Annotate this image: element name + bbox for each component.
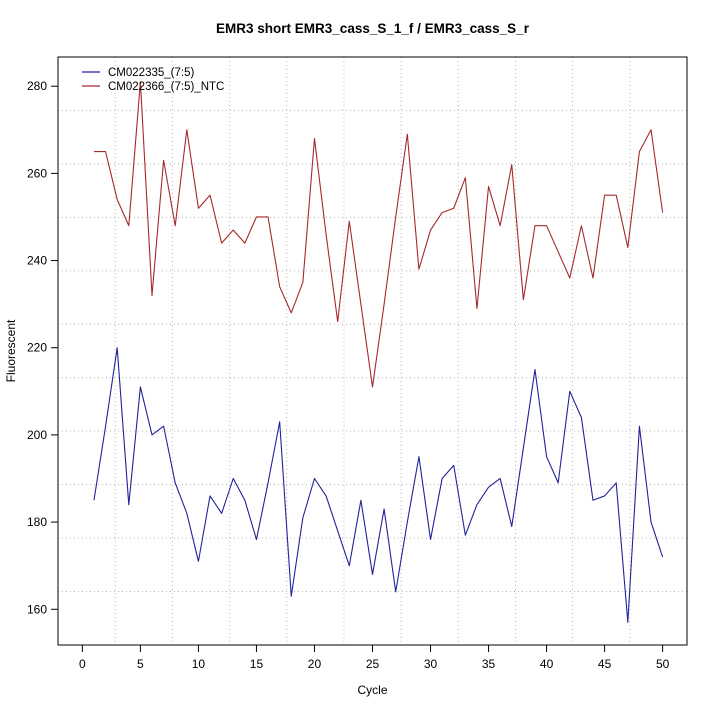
x-tick-labels: 0 5 10 15 20 25 30 35 40 45 50 [79,657,670,671]
y-tick-label: 180 [27,515,47,529]
plot-border [57,56,688,646]
y-axis-label: Fluorescent [4,319,18,382]
data-series [93,81,664,623]
x-tick-label: 15 [250,657,264,671]
x-tick-label: 0 [79,657,86,671]
axis-ticks [51,85,664,652]
x-tick-label: 25 [366,657,380,671]
gridlines [58,57,687,645]
series-line-0 [93,347,664,623]
x-tick-label: 5 [137,657,144,671]
x-tick-label: 50 [656,657,670,671]
x-tick-label: 10 [192,657,206,671]
chart-title: EMR3 short EMR3_cass_S_1_f / EMR3_cass_S… [216,21,530,36]
legend-label-1: CM022366_(7:5)_NTC [108,81,224,93]
x-tick-label: 45 [598,657,612,671]
x-tick-label: 30 [424,657,438,671]
y-tick-label: 160 [27,602,47,616]
x-tick-label: 20 [308,657,322,671]
x-tick-label: 40 [540,657,554,671]
legend: CM022335_(7:5) CM022366_(7:5)_NTC [82,67,224,93]
series-line-1 [93,81,664,388]
y-tick-labels: 160 180 200 220 240 260 280 [27,79,47,616]
x-tick-label: 35 [482,657,496,671]
y-tick-label: 200 [27,428,47,442]
y-tick-label: 240 [27,254,47,268]
y-tick-label: 280 [27,79,47,93]
x-axis-label: Cycle [357,683,387,697]
y-tick-label: 220 [27,341,47,355]
legend-label-0: CM022335_(7:5) [108,67,194,79]
y-tick-label: 260 [27,166,47,180]
